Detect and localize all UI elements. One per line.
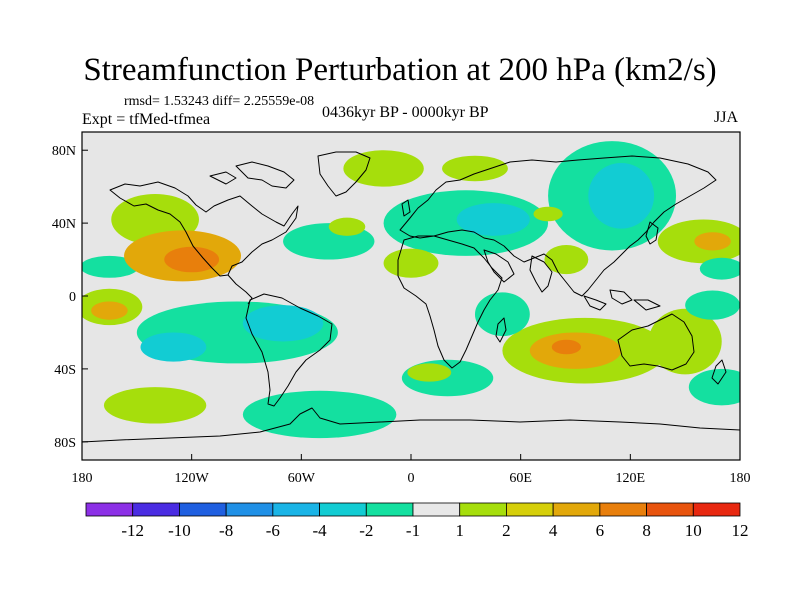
coastline-africa bbox=[397, 235, 503, 369]
colorbar-label: -12 bbox=[121, 521, 144, 540]
contour-region bbox=[685, 290, 740, 320]
contour-region bbox=[533, 206, 563, 222]
contour-region bbox=[242, 390, 397, 439]
coastline-antarctica bbox=[82, 407, 740, 443]
colorbar-swatch bbox=[132, 502, 180, 517]
contour-region bbox=[648, 308, 722, 375]
contour-region bbox=[474, 292, 530, 337]
contour-region bbox=[383, 248, 439, 278]
colorbar-swatch bbox=[552, 502, 601, 517]
colorbar-swatch bbox=[599, 502, 647, 517]
lon-tick-label: 120E bbox=[616, 471, 646, 486]
lat-tick-label: 80N bbox=[52, 144, 76, 159]
coastline-india bbox=[529, 255, 553, 293]
contour-region bbox=[343, 150, 424, 187]
colorbar-swatch bbox=[319, 502, 367, 517]
contour-region bbox=[456, 203, 530, 236]
colorbar-swatch bbox=[365, 502, 414, 517]
colorbar-label: -4 bbox=[312, 521, 327, 540]
colorbar-swatch bbox=[179, 502, 227, 517]
lon-tick-label: 60W bbox=[288, 471, 316, 486]
coastline-australia bbox=[617, 313, 695, 371]
contour-region bbox=[699, 257, 740, 280]
colorbar-swatch bbox=[459, 502, 507, 517]
contour-region bbox=[442, 155, 508, 182]
season-label: JJA bbox=[714, 109, 739, 126]
coastline-north-america bbox=[109, 181, 299, 277]
lat-tick-label: 0 bbox=[69, 290, 76, 305]
contour-region bbox=[588, 162, 655, 229]
colorbar-label: 2 bbox=[502, 521, 511, 540]
colorbar-swatch bbox=[506, 502, 554, 517]
colorbar: -12 -10 -8 -6 -4 -2 -1 1 2 4 6 8 10 12 bbox=[85, 502, 749, 540]
coastline-japan bbox=[645, 221, 659, 245]
lon-tick-label: 180 bbox=[730, 471, 751, 486]
period-label: 0436kyr BP - 0000kyr BP bbox=[322, 104, 489, 121]
lon-tick-label: 0 bbox=[408, 471, 415, 486]
colorbar-swatch bbox=[85, 502, 134, 517]
contour-region bbox=[328, 217, 366, 236]
colorbar-label: 8 bbox=[642, 521, 651, 540]
colorbar-label: 10 bbox=[685, 521, 702, 540]
contour-region bbox=[551, 339, 581, 355]
rmsd-label: rmsd= 1.53243 diff= 2.25559e-08 bbox=[124, 94, 315, 109]
lon-axis: 180 120W 60W 0 60E 120E 180 bbox=[72, 454, 751, 486]
colorbar-label: -1 bbox=[406, 521, 420, 540]
lat-tick-label: 40N bbox=[52, 217, 76, 232]
colorbar-label: -8 bbox=[219, 521, 233, 540]
contour-region bbox=[242, 305, 324, 342]
coastline-new-zealand bbox=[711, 359, 727, 385]
coastline-arabia bbox=[483, 249, 515, 283]
coastline-british-isles bbox=[401, 199, 411, 217]
colorbar-label: 12 bbox=[732, 521, 749, 540]
contour-region bbox=[140, 332, 207, 362]
contour-region bbox=[164, 246, 220, 273]
colorbar-swatch bbox=[225, 502, 274, 517]
contour-region bbox=[82, 255, 139, 278]
contour-region bbox=[103, 387, 207, 424]
colorbar-swatch bbox=[272, 502, 320, 517]
lat-tick-label: 80S bbox=[54, 436, 76, 451]
experiment-label: Expt = tfMed-tfmea bbox=[82, 111, 211, 128]
coastline-madagascar bbox=[495, 317, 507, 343]
plot-title: Streamfunction Perturbation at 200 hPa (… bbox=[83, 52, 717, 88]
coastline-south-america bbox=[245, 293, 333, 407]
colorbar-swatch bbox=[412, 502, 461, 517]
contour-region bbox=[407, 363, 452, 382]
colorbar-label: 4 bbox=[549, 521, 558, 540]
contour-region bbox=[91, 301, 128, 320]
coastline-maritime-asia bbox=[583, 289, 661, 311]
colorbar-swatch bbox=[692, 502, 741, 517]
lat-tick-label: 40S bbox=[54, 363, 76, 378]
colorbar-label: 1 bbox=[455, 521, 464, 540]
coastline-greenland bbox=[317, 151, 371, 197]
coastline-arctic-islands bbox=[235, 161, 295, 189]
colorbar-label: -10 bbox=[168, 521, 191, 540]
colorbar-label: -2 bbox=[359, 521, 373, 540]
coastline-eurasia bbox=[399, 155, 717, 297]
contour-region bbox=[694, 232, 731, 251]
contour-fill-layer bbox=[82, 141, 740, 439]
coastlines bbox=[82, 151, 740, 443]
lon-tick-label: 120W bbox=[175, 471, 210, 486]
colorbar-label: -6 bbox=[266, 521, 280, 540]
lon-tick-label: 180 bbox=[72, 471, 93, 486]
lat-axis: 80N 40N 0 40S 80S bbox=[52, 144, 88, 451]
lon-tick-label: 60E bbox=[509, 471, 532, 486]
colorbar-label: 6 bbox=[596, 521, 605, 540]
contour-region bbox=[688, 368, 740, 406]
colorbar-swatch bbox=[646, 502, 694, 517]
